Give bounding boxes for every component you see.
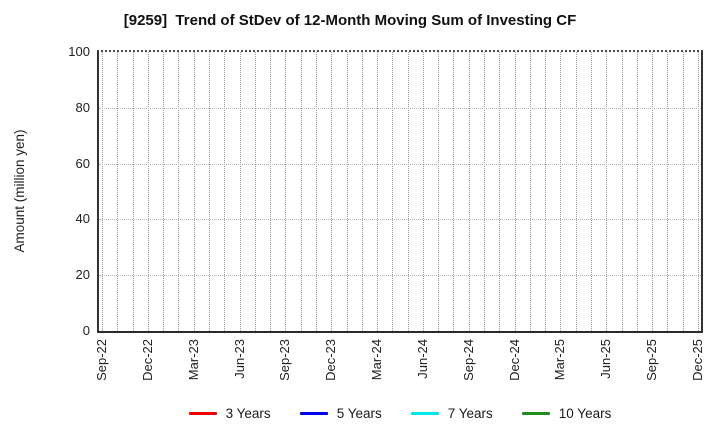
gridline-vertical: [361, 52, 363, 331]
gridline-vertical: [591, 52, 593, 331]
x-tick-label: Jun-25: [598, 339, 614, 379]
legend-line-swatch: [299, 411, 328, 415]
legend-label: 3 Years: [225, 405, 271, 421]
gridline-vertical: [636, 52, 638, 331]
gridline-vertical: [606, 52, 608, 331]
gridline-vertical: [529, 52, 531, 331]
x-tick-label: Sep-23: [277, 339, 293, 381]
gridline-vertical: [407, 52, 409, 331]
y-tick-label: 80: [75, 99, 90, 115]
legend-line-swatch: [521, 411, 550, 415]
gridline-vertical: [163, 52, 165, 331]
y-tick-label: 100: [68, 44, 90, 59]
gridline-horizontal: [99, 219, 701, 221]
x-tick-label: Jun-23: [231, 339, 247, 379]
gridline-vertical: [667, 52, 669, 331]
gridline-vertical: [117, 52, 119, 331]
gridline-vertical: [270, 52, 272, 331]
legend-item: 7 Years: [410, 405, 493, 421]
legend-item: 3 Years: [188, 405, 271, 421]
gridline-vertical: [315, 52, 317, 331]
legend-item: 10 Years: [521, 405, 612, 421]
gridline-vertical: [331, 52, 333, 331]
gridline-vertical: [560, 52, 562, 331]
gridline-vertical: [300, 52, 302, 331]
y-tick-label: 20: [75, 267, 90, 283]
gridline-vertical: [178, 52, 180, 331]
legend-label: 10 Years: [558, 405, 612, 421]
x-tick-label: Jun-24: [414, 339, 430, 379]
x-tick-label: Sep-25: [644, 339, 660, 381]
gridline-vertical: [468, 52, 470, 331]
gridline-vertical: [346, 52, 348, 331]
y-tick-label: 60: [75, 155, 90, 171]
gridline-vertical: [652, 52, 654, 331]
gridline-horizontal: [99, 275, 701, 277]
x-tick-label: Dec-24: [506, 339, 522, 381]
gridline-vertical: [392, 52, 394, 331]
x-tick-label: Mar-25: [552, 339, 568, 381]
gridline-vertical: [575, 52, 577, 331]
y-axis-label: Amount (million yen): [12, 129, 27, 253]
gridline-vertical: [254, 52, 256, 331]
y-tick-label: 0: [82, 323, 90, 338]
legend-item: 5 Years: [299, 405, 382, 421]
gridline-vertical: [698, 52, 699, 331]
gridline-vertical: [499, 52, 501, 331]
gridline-vertical: [377, 52, 379, 331]
gridline-vertical: [438, 52, 440, 331]
gridline-vertical: [239, 52, 241, 331]
legend-label: 5 Years: [336, 405, 382, 421]
x-tick-label: Dec-23: [323, 339, 339, 381]
legend-line-swatch: [188, 411, 217, 415]
gridline-horizontal: [99, 163, 701, 165]
plot-area: [97, 50, 703, 333]
gridline-vertical: [422, 52, 424, 331]
x-tick-label: Mar-24: [369, 339, 385, 381]
chart-title: [9259] Trend of StDev of 12-Month Moving…: [123, 12, 577, 29]
y-tick-label: 40: [75, 211, 90, 227]
gridline-vertical: [514, 52, 516, 331]
gridline-vertical: [224, 52, 226, 331]
gridline-horizontal: [99, 107, 701, 109]
gridline-vertical: [208, 52, 210, 331]
gridline-vertical: [193, 52, 195, 331]
gridline-vertical: [682, 52, 684, 331]
gridline-vertical: [102, 52, 103, 331]
gridline-vertical: [545, 52, 547, 331]
x-tick-label: Dec-25: [690, 339, 705, 381]
gridline-vertical: [621, 52, 623, 331]
legend: 3 Years 5 Years 7 Years 10 Years: [97, 402, 703, 424]
legend-line-swatch: [410, 411, 439, 415]
x-tick-label: Mar-23: [185, 339, 201, 381]
x-tick-label: Sep-24: [460, 339, 476, 381]
gridline-vertical: [285, 52, 287, 331]
gridline-vertical: [147, 52, 149, 331]
x-tick-label: Sep-22: [94, 339, 109, 381]
x-tick-label: Dec-22: [139, 339, 155, 381]
gridline-vertical: [484, 52, 486, 331]
gridline-vertical: [132, 52, 134, 331]
legend-label: 7 Years: [447, 405, 493, 421]
gridline-vertical: [453, 52, 455, 331]
